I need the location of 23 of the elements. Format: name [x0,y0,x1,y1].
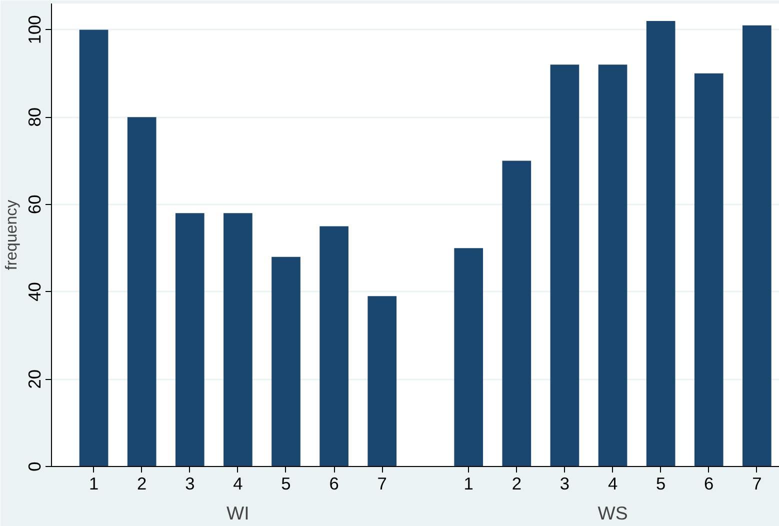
x-tick-label: 5 [281,474,291,494]
x-tick-label: 7 [752,474,762,494]
x-tick-label: 2 [512,474,522,494]
y-tick-label: 80 [24,107,44,127]
x-tick-label: 3 [560,474,570,494]
y-tick-label: 40 [24,282,44,302]
x-tick-label: 6 [329,474,339,494]
text: WS [598,502,628,524]
y-axis-title: frequency [4,200,20,270]
y-tick-label: 20 [24,369,44,389]
y-tick-label: 60 [24,194,44,214]
x-tick-label: 3 [185,474,195,494]
text: WI [226,502,250,524]
x-tick-label: 6 [704,474,714,494]
x-tick-label: 4 [608,474,618,494]
x-tick-label: 4 [233,474,244,494]
y-tick-label: 0 [24,462,44,472]
x-tick-label: 7 [377,474,387,494]
y-tick-label: 100 [24,15,44,44]
x-tick-label: 2 [137,474,147,494]
x-tick-label: 1 [88,474,99,494]
x-tick-label: 5 [656,474,666,494]
x-tick-label: 1 [464,474,474,494]
